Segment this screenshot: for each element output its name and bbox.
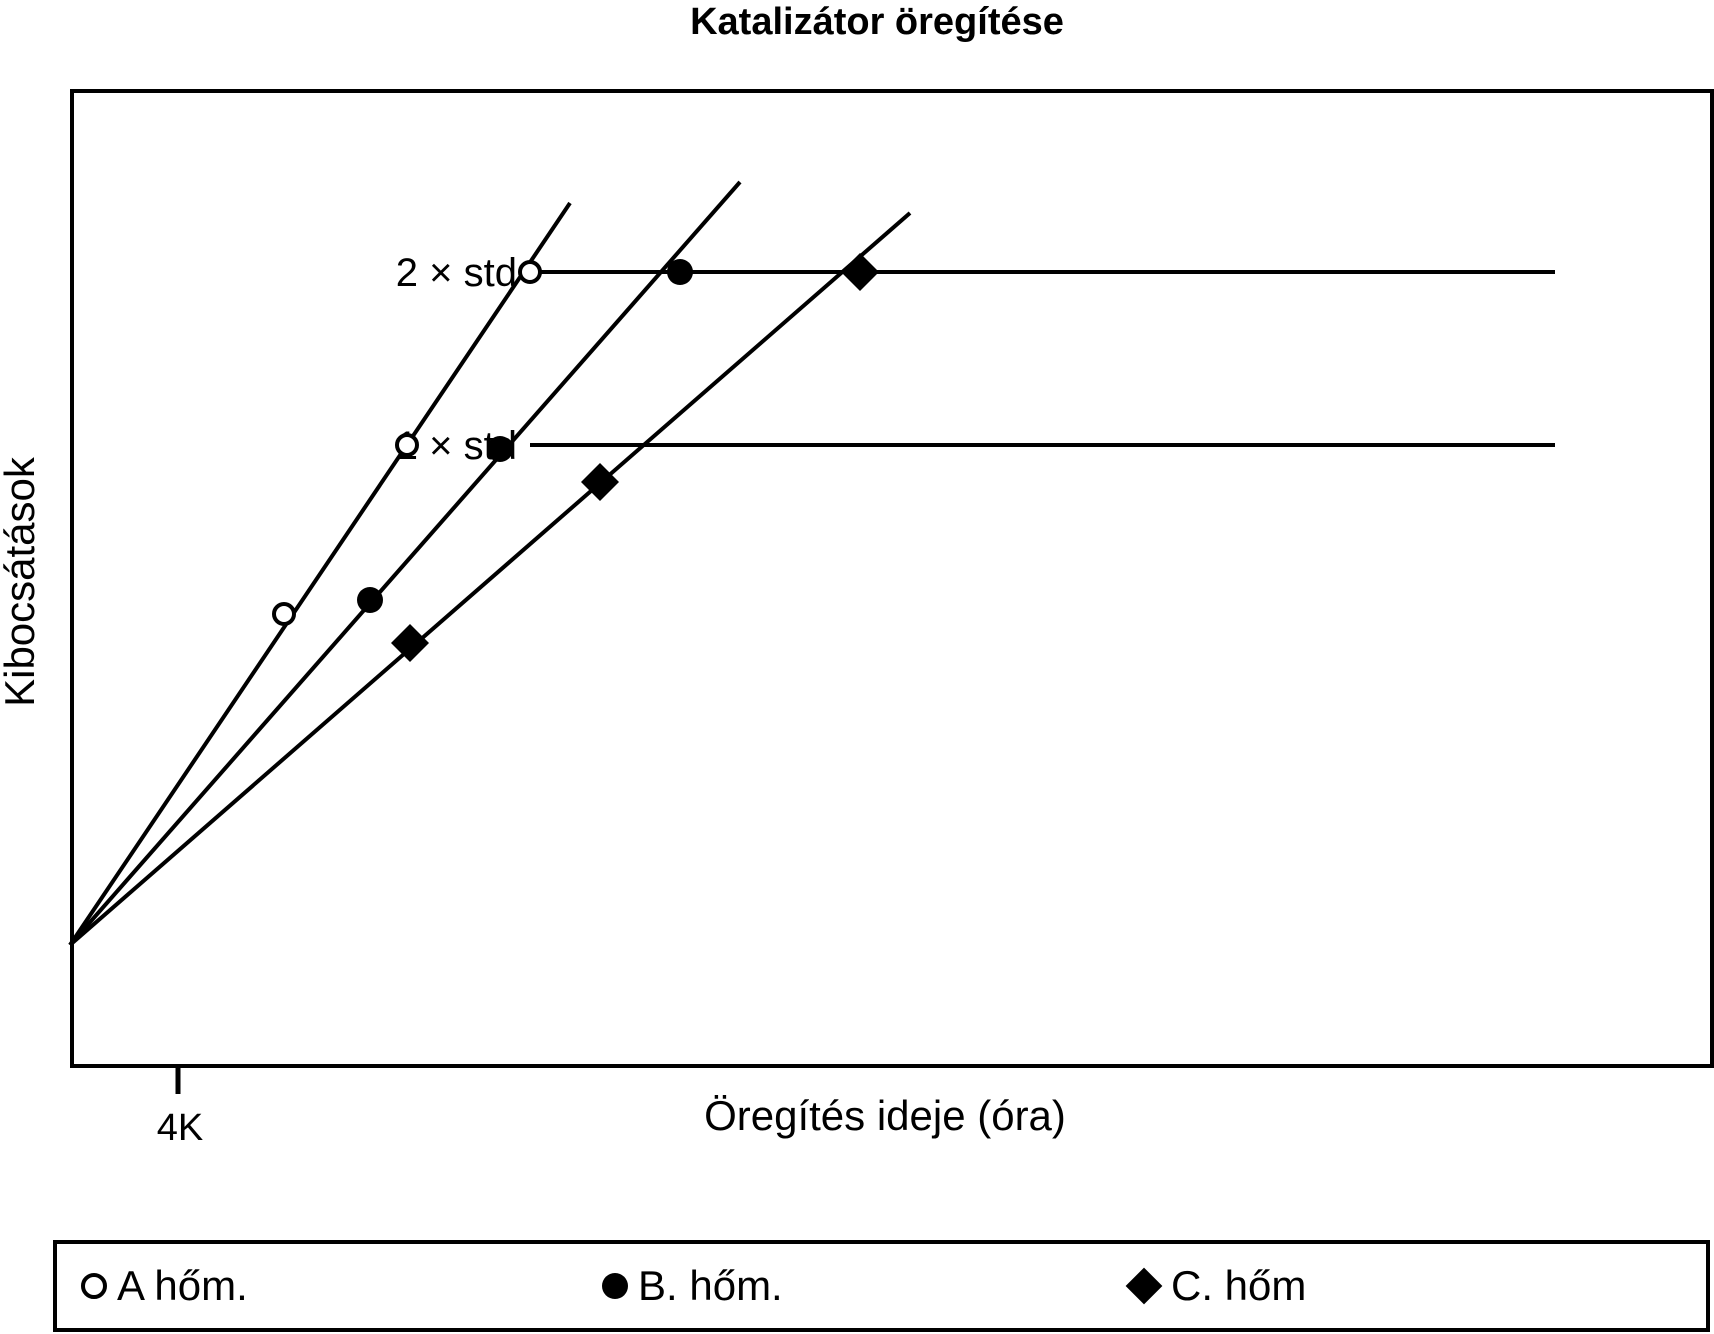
data-point-b-2 — [487, 436, 513, 462]
series-lines — [68, 180, 912, 947]
legend-item-a: A hőm. — [81, 1244, 248, 1328]
data-point-b-3 — [667, 259, 693, 285]
legend-label-c: C. hőm — [1171, 1262, 1307, 1309]
data-point-c-1 — [391, 624, 429, 662]
series-markers — [272, 253, 879, 662]
data-point-c-3 — [841, 253, 879, 291]
x-axis-label: Öregítés ideje (óra) — [704, 1092, 1066, 1139]
series-line-c — [68, 211, 912, 947]
reference-line-label-2: 2 × std — [396, 251, 517, 295]
legend: A hőm. B. hőm. C. hőm — [53, 1240, 1710, 1332]
legend-label-b: B. hőm. — [638, 1262, 783, 1309]
x-tick-label-4k: 4K — [157, 1107, 203, 1149]
legend-item-c: C. hőm — [1125, 1244, 1306, 1328]
chart-title: Katalizátor öregítése — [690, 1, 1064, 43]
legend-item-b: B. hőm. — [602, 1244, 783, 1328]
filled-circle-icon — [602, 1273, 628, 1299]
series-line-b — [68, 180, 742, 947]
y-axis-label: Kibocsátások — [0, 456, 43, 707]
data-point-a-3 — [518, 260, 542, 284]
data-point-a-1 — [272, 602, 296, 626]
open-circle-icon — [81, 1273, 107, 1299]
data-point-a-2 — [395, 433, 419, 457]
data-point-b-1 — [357, 587, 383, 613]
diamond-icon — [1125, 1267, 1163, 1305]
plot-frame — [70, 89, 1714, 1068]
series-line-a — [68, 201, 572, 947]
data-point-c-2 — [581, 463, 619, 501]
legend-label-a: A hőm. — [117, 1262, 248, 1309]
